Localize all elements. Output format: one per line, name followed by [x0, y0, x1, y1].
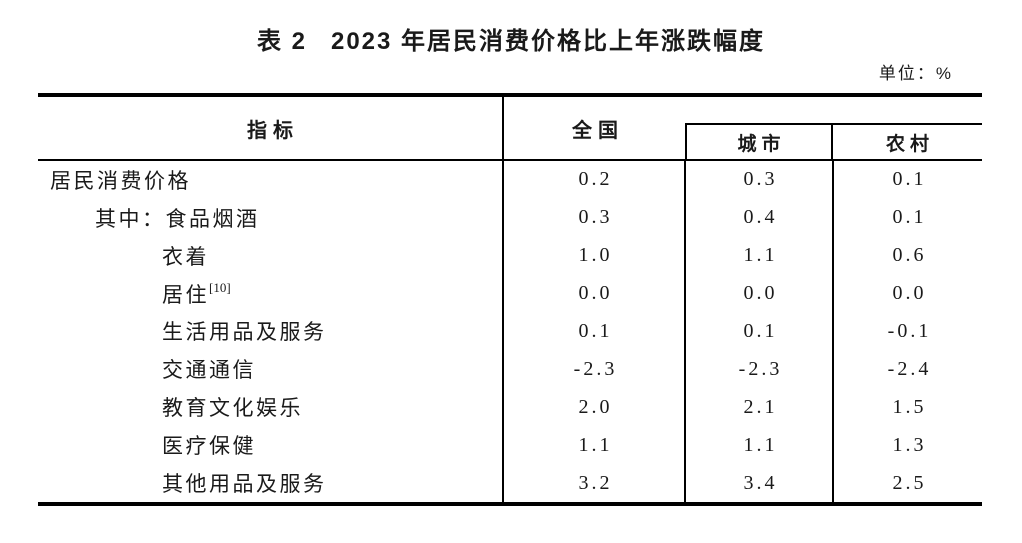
table-row: 医疗保健 1.1 1.1 1.3: [38, 426, 982, 465]
value-rural: 0.6: [892, 244, 927, 267]
row-label: 居住[10]: [38, 274, 504, 313]
table-row: 居民消费价格 0.2 0.3 0.1: [38, 161, 982, 199]
table-row: 其中：食品烟酒 0.3 0.4 0.1: [38, 198, 982, 237]
table-body: 居民消费价格 0.2 0.3 0.1 其中：食品烟酒 0.3 0.4 0.1 衣着 1.0 1.1 0…: [38, 161, 982, 502]
row-label-text: 衣着: [162, 244, 209, 269]
row-label: 生活用品及服务: [38, 312, 504, 351]
row-label: 教育文化娱乐: [38, 388, 504, 427]
value-rural: 0.1: [892, 168, 927, 191]
row-label-text: 医疗保健: [162, 434, 256, 459]
table-row: 生活用品及服务 0.1 0.1 -0.1: [38, 312, 982, 351]
value-urban: 0.0: [686, 274, 834, 313]
col-header-urban: 城市: [687, 125, 833, 159]
row-label: 医疗保健: [38, 426, 504, 465]
row-label-text: 居住: [162, 282, 209, 307]
table-row: 衣着 1.0 1.1 0.6: [38, 236, 982, 275]
value-national: 1.0: [504, 236, 686, 275]
row-label-text: 生活用品及服务: [162, 320, 327, 345]
value-rural: 0.1: [892, 206, 927, 229]
value-rural: -2.4: [887, 357, 932, 380]
value-national: 0.1: [504, 312, 686, 351]
table-number-label: 表 2: [256, 28, 307, 55]
unit-label: 单位：%: [878, 64, 953, 83]
row-label: 居民消费价格: [38, 161, 504, 199]
row-label: 衣着: [38, 236, 504, 275]
table-row: 教育文化娱乐 2.0 2.1 1.5: [38, 388, 982, 427]
value-urban: 0.1: [686, 312, 834, 351]
value-national: 3.2: [504, 464, 686, 502]
table-row: 居住[10] 0.0 0.0 0.0: [38, 274, 982, 313]
table-title: 表 2 2023 年居民消费价格比上年涨跌幅度: [0, 21, 1022, 56]
value-urban: 0.4: [686, 198, 834, 237]
value-rural: -0.1: [887, 319, 932, 342]
value-rural: 1.5: [892, 395, 927, 418]
value-national: 0.3: [504, 198, 686, 237]
table-header: 指标 全国 城市 农村: [38, 97, 982, 161]
row-label-text: 其他用品及服务: [162, 472, 327, 497]
value-national: 0.2: [504, 161, 686, 199]
col-header-indicator: 指标: [38, 97, 504, 159]
value-urban: 0.3: [686, 161, 834, 199]
row-label: 其他用品及服务: [38, 464, 504, 502]
value-urban: -2.3: [686, 350, 834, 389]
value-national: -2.3: [504, 350, 686, 389]
price-change-table: 指标 全国 城市 农村 居民消费价格 0.2 0.3 0.1 其中：食品烟酒 0.3 0.4…: [38, 93, 982, 506]
value-rural: 0.0: [892, 282, 927, 305]
value-rural: 1.3: [892, 433, 927, 456]
footnote-marker: [10]: [209, 279, 231, 295]
row-label-text: 其中：食品烟酒: [95, 206, 260, 231]
value-rural: 2.5: [892, 471, 927, 494]
row-label-text: 交通通信: [162, 358, 256, 383]
table-title-text: 2023 年居民消费价格比上年涨跌幅度: [330, 28, 766, 55]
value-national: 0.0: [504, 274, 686, 313]
urban-rural-subheader: 城市 农村: [685, 123, 982, 159]
value-national: 2.0: [504, 388, 686, 427]
col-header-rural: 农村: [885, 133, 934, 155]
row-label-text: 教育文化娱乐: [162, 396, 303, 421]
table-row: 交通通信 -2.3 -2.3 -2.4: [38, 350, 982, 389]
row-label-text: 居民消费价格: [50, 168, 191, 193]
value-urban: 1.1: [686, 426, 834, 465]
value-urban: 2.1: [686, 388, 834, 427]
value-national: 1.1: [504, 426, 686, 465]
col-header-national: 全国: [572, 119, 624, 142]
row-label: 其中：食品烟酒: [38, 198, 504, 237]
value-urban: 3.4: [686, 464, 834, 502]
table-row: 其他用品及服务 3.2 3.4 2.5: [38, 464, 982, 502]
row-label: 交通通信: [38, 350, 504, 389]
value-urban: 1.1: [686, 236, 834, 275]
